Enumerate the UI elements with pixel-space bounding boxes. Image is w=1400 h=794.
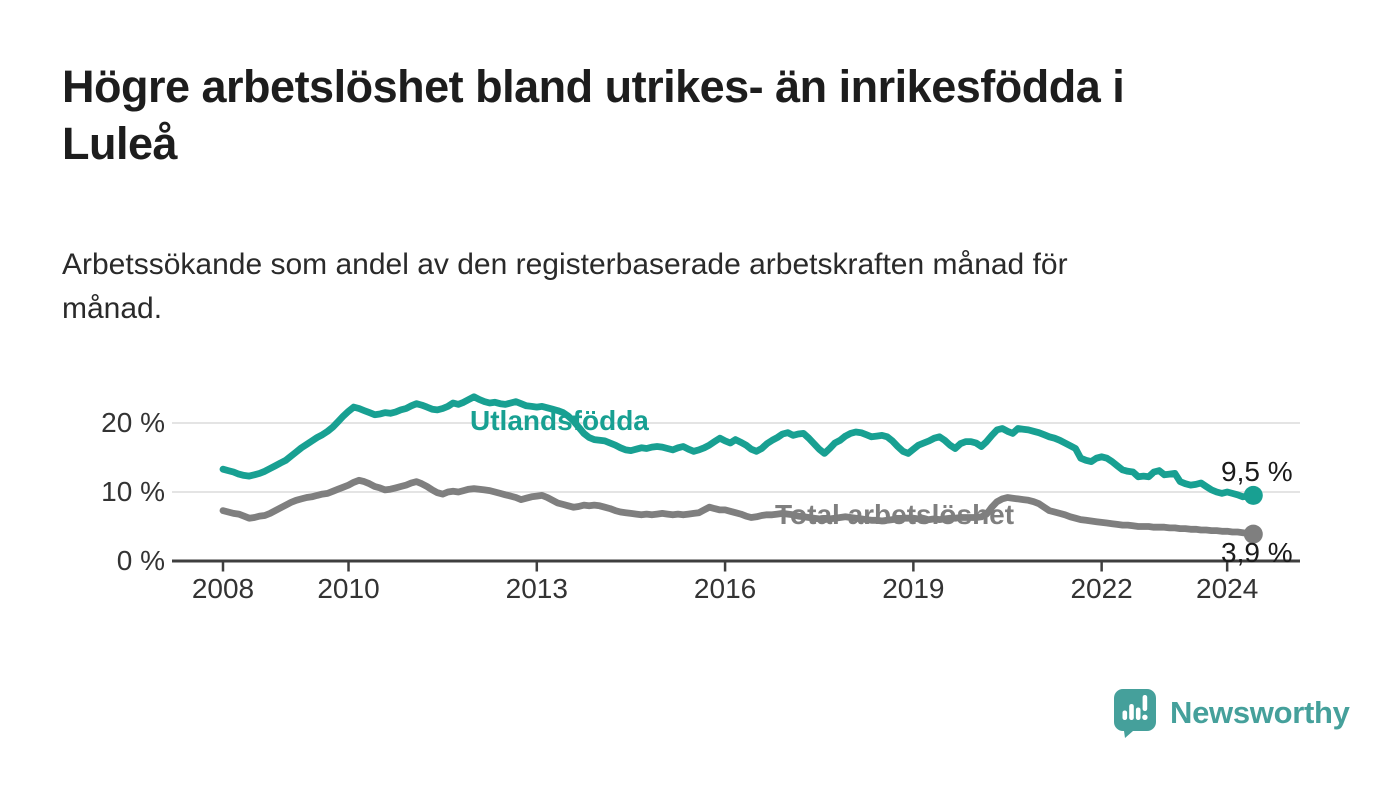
- series-label-utlandsfodda: Utlandsfödda: [470, 405, 649, 436]
- x-axis-label-2022: 2022: [1070, 573, 1133, 604]
- end-value-label-total-arbetsloshet: 3,9 %: [1221, 537, 1293, 568]
- chart-title: Högre arbetslöshet bland utrikes- än inr…: [62, 58, 1362, 172]
- newsworthy-logo[interactable]: Newsworthy: [1112, 689, 1350, 738]
- end-value-label-utlandsfodda: 9,5 %: [1221, 456, 1293, 487]
- chart-title-line1: Högre arbetslöshet bland utrikes- än inr…: [62, 61, 1125, 112]
- chart-subtitle-line1: Arbetssökande som andel av den registerb…: [62, 248, 1068, 281]
- y-axis-label-0: 0 %: [116, 545, 165, 576]
- x-axis-label-2010: 2010: [317, 573, 380, 604]
- x-axis-label-2024: 2024: [1196, 573, 1259, 604]
- x-axis-label-2013: 2013: [505, 573, 568, 604]
- y-axis-label-10: 10 %: [101, 476, 165, 507]
- chart-subtitle-line2: månad.: [62, 292, 163, 325]
- x-axis-label-2008: 2008: [191, 573, 255, 604]
- x-axis-label-2019: 2019: [882, 573, 945, 604]
- newsworthy-brand-text: Newsworthy: [1170, 695, 1350, 730]
- series-label-total-arbetsloshet: Total arbetslöshet: [775, 499, 1015, 530]
- chart-title-line2: Luleå: [62, 118, 178, 169]
- x-axis-label-2016: 2016: [693, 573, 757, 604]
- newsworthy-bubble-chart-icon: [1114, 689, 1156, 738]
- y-axis-label-20: 20 %: [101, 407, 165, 438]
- chart-subtitle: Arbetssökande som andel av den registerb…: [62, 243, 1362, 331]
